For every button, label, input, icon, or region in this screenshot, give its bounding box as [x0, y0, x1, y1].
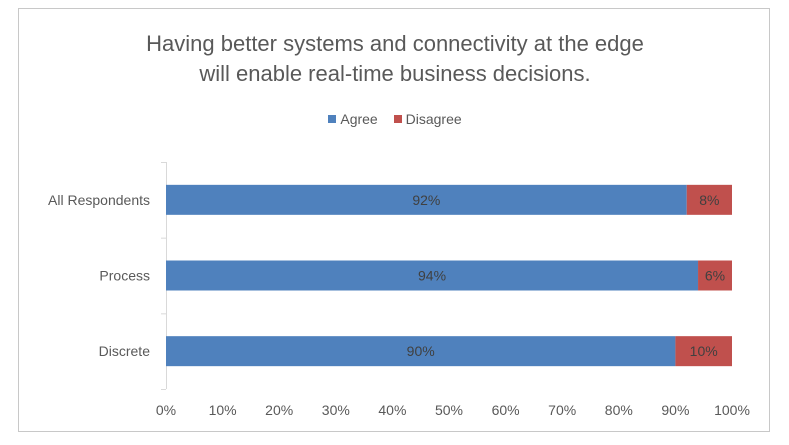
legend-swatch-agree [328, 115, 337, 123]
chart-title: Having better systems and connectivity a… [19, 29, 771, 89]
bar-disagree [698, 260, 732, 291]
chart-title-line-2: will enable real-time business decisions… [199, 61, 591, 86]
legend-item-agree: Agree [328, 111, 378, 127]
x-tick-label: 80% [605, 402, 633, 418]
data-label: 10% [690, 343, 718, 359]
x-tick-label: 20% [265, 402, 293, 418]
legend-label-disagree: Disagree [405, 111, 462, 127]
plot-area: 0% 10% 20% 30% 40% 50% 60% 70% 80% 90% 100% All Res… [48, 162, 750, 418]
x-tick-label: 100% [714, 402, 750, 418]
x-tick-label: 30% [322, 402, 350, 418]
x-tick-label: 60% [492, 402, 520, 418]
chart-frame: Having better systems and connectivity a… [18, 8, 770, 432]
bar-disagree [675, 336, 732, 367]
x-tick-label: 40% [378, 402, 406, 418]
bar-agree [166, 260, 699, 291]
category-label: All Respondents [48, 192, 150, 208]
bar-agree [166, 184, 687, 215]
x-tick-label: 70% [548, 402, 576, 418]
chart-legend: Agree Disagree [19, 111, 771, 127]
x-tick-label: 50% [435, 402, 463, 418]
data-label: 94% [418, 268, 446, 284]
data-label: 92% [412, 192, 440, 208]
category-label: Process [99, 268, 150, 284]
x-tick-label: 0% [156, 402, 176, 418]
legend-item-disagree: Disagree [393, 111, 462, 127]
data-label: 6% [705, 268, 725, 284]
chart-title-line-1: Having better systems and connectivity a… [146, 31, 644, 56]
data-label: 8% [699, 192, 719, 208]
x-tick-label: 90% [661, 402, 689, 418]
x-tick-label: 10% [209, 402, 237, 418]
data-label: 90% [407, 343, 435, 359]
bar-disagree [686, 184, 732, 215]
bar-agree [166, 336, 676, 367]
category-label: Discrete [99, 343, 151, 359]
legend-label-agree: Agree [340, 111, 378, 127]
legend-swatch-disagree [393, 115, 402, 123]
